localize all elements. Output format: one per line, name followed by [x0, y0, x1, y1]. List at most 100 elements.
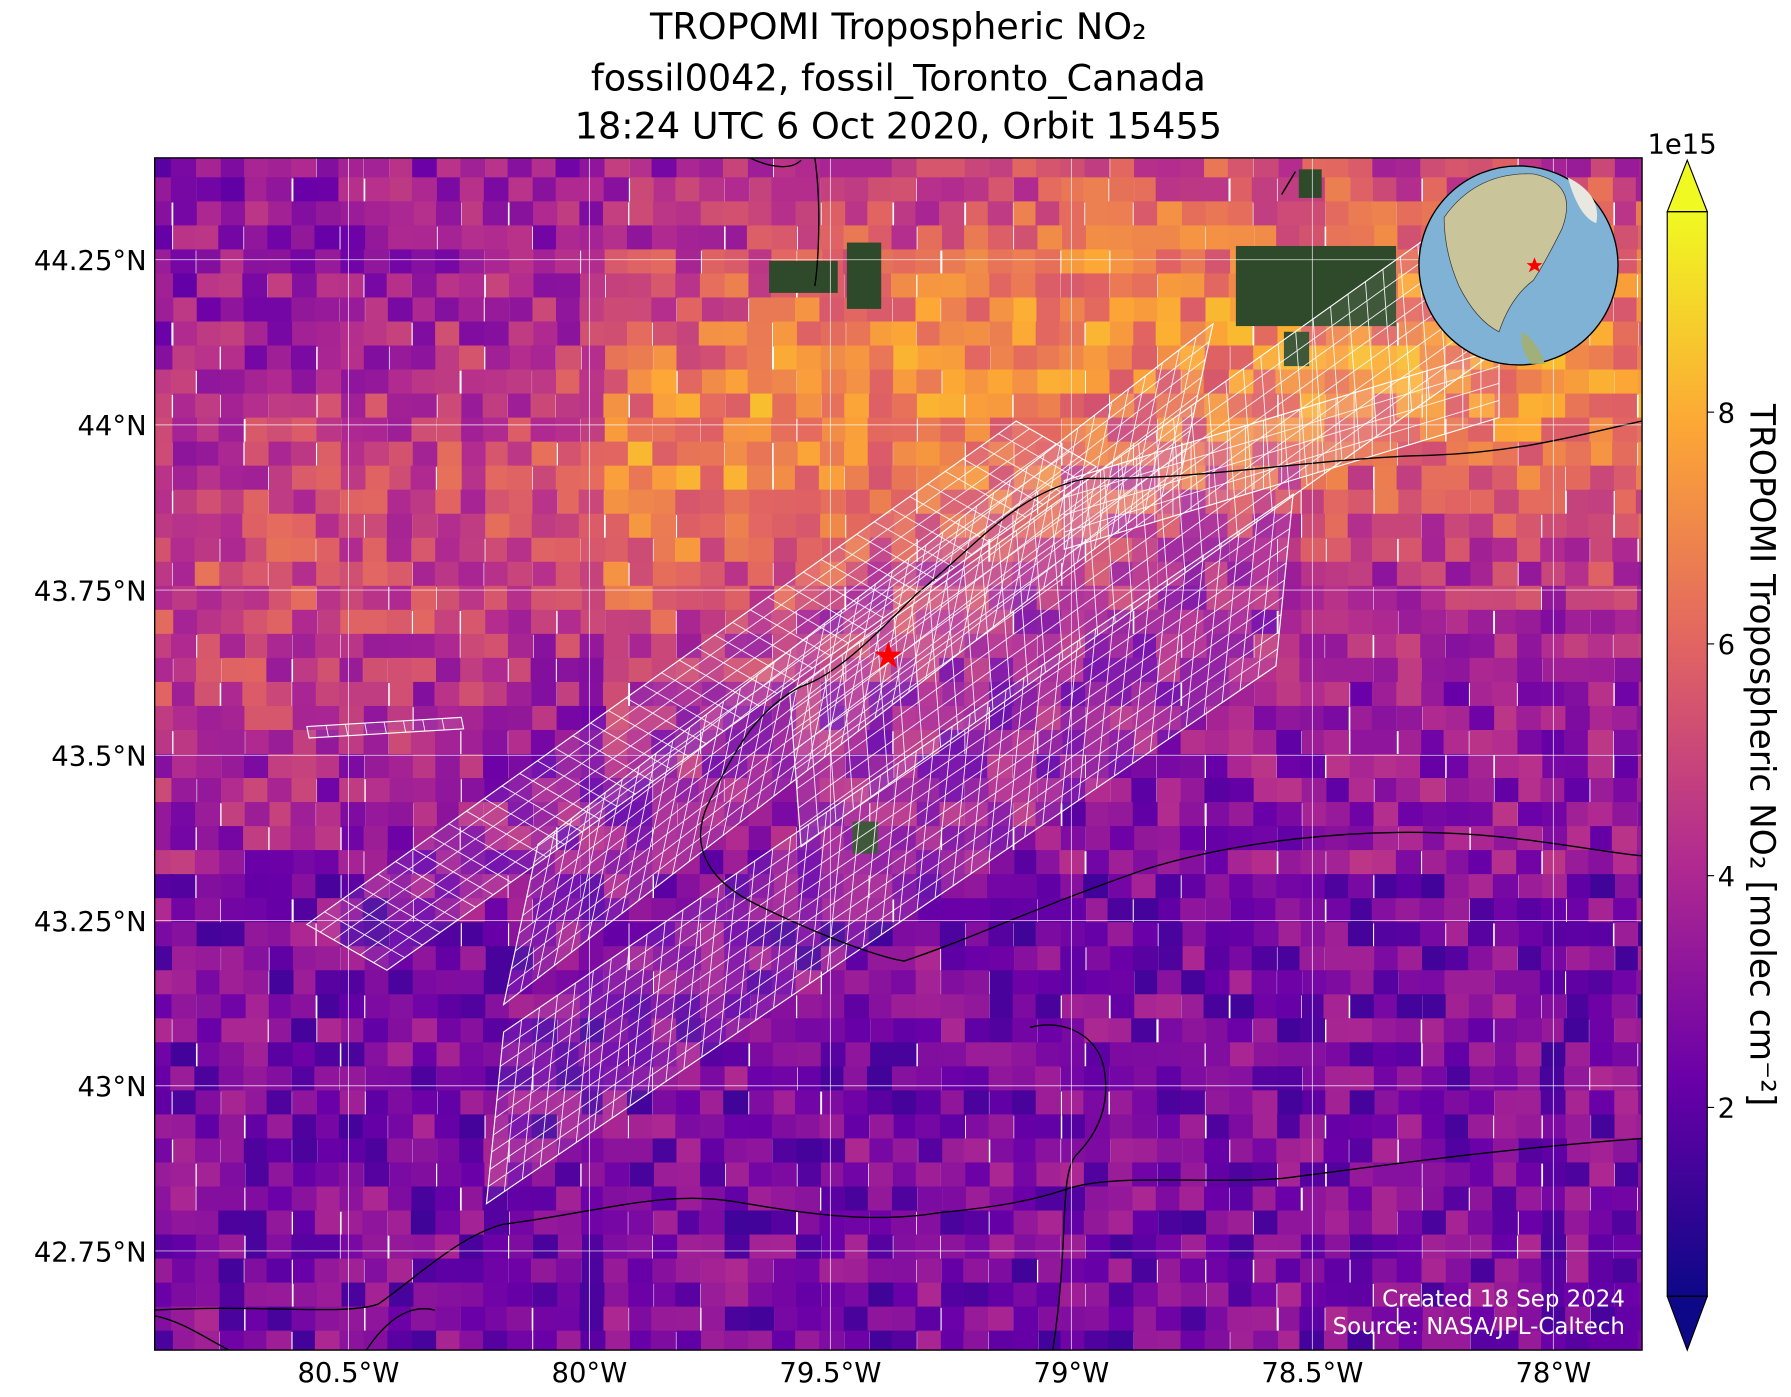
pixel: [1494, 1018, 1520, 1044]
pixel: [1541, 369, 1567, 395]
pixel: [195, 157, 222, 179]
pixel: [580, 1018, 606, 1044]
pixel: [796, 1042, 822, 1068]
pixel: [1035, 1114, 1061, 1140]
pixel: [1493, 1162, 1519, 1188]
pixel: [1566, 874, 1593, 900]
pixel: [1421, 513, 1447, 539]
pixel: [221, 802, 247, 828]
pixel: [819, 157, 845, 179]
pixel: [869, 1138, 895, 1164]
pixel: [386, 513, 413, 539]
pixel: [724, 802, 750, 828]
pixel: [1205, 201, 1231, 227]
pixel: [1612, 802, 1638, 828]
pixel: [219, 1186, 245, 1212]
pixel: [915, 946, 941, 972]
pixel: [154, 970, 173, 996]
pixel: [1565, 1162, 1591, 1188]
pixel: [989, 1210, 1015, 1236]
pixel: [1084, 249, 1110, 275]
pixel: [867, 1090, 893, 1116]
pixel: [557, 1210, 583, 1236]
pixel: [1229, 874, 1255, 900]
pixel: [1539, 970, 1565, 996]
pixel: [915, 1114, 941, 1140]
pixel: [650, 249, 676, 275]
pixel: [1205, 753, 1232, 780]
pixel: [1204, 1138, 1230, 1164]
pixel: [989, 297, 1015, 323]
pixel: [410, 1306, 437, 1332]
pixel: [1467, 609, 1494, 635]
pixel: [1035, 273, 1061, 299]
pixel: [770, 1210, 797, 1236]
pixel: [651, 157, 677, 179]
pixel: [533, 1210, 559, 1236]
pixel: [1157, 537, 1183, 563]
pixel: [555, 345, 582, 371]
pixel: [1110, 157, 1136, 179]
pixel: [154, 1306, 173, 1332]
pixel: [437, 441, 463, 467]
pixel: [266, 1066, 292, 1092]
pixel: [1539, 1066, 1565, 1092]
pixel: [1326, 537, 1352, 563]
pixel: [1541, 994, 1567, 1020]
pixel: [1182, 1210, 1208, 1236]
pixel: [1492, 802, 1518, 828]
pixel: [1492, 441, 1518, 467]
pixel: [245, 1234, 271, 1260]
pixel: [1563, 681, 1589, 708]
pixel: [1324, 874, 1350, 900]
pixel: [1324, 826, 1350, 852]
pixel: [627, 297, 653, 323]
pixel: [508, 321, 534, 347]
pixel: [291, 417, 317, 443]
pixel: [1157, 729, 1183, 756]
pixel: [387, 850, 413, 876]
pixel: [556, 970, 582, 996]
pixel: [411, 369, 438, 395]
pixel: [1419, 778, 1446, 804]
pixel: [1565, 1330, 1591, 1351]
pixel: [154, 537, 172, 563]
pixel: [507, 1282, 533, 1308]
pixel: [603, 1234, 629, 1260]
pixel: [459, 681, 485, 708]
pixel: [917, 1330, 943, 1351]
pixel: [508, 657, 534, 684]
pixel: [1253, 898, 1279, 924]
pixel: [509, 297, 535, 323]
pixel: [1085, 802, 1111, 828]
pixel: [154, 850, 173, 876]
pixel: [221, 874, 247, 900]
pixel: [245, 1162, 271, 1188]
pixel: [1347, 1018, 1373, 1044]
pixel: [1468, 1018, 1494, 1044]
pixel: [1204, 1186, 1230, 1212]
pixel: [1229, 1090, 1255, 1116]
pixel: [1060, 393, 1086, 419]
pixel: [412, 561, 439, 587]
pixel: [1445, 1234, 1471, 1260]
pixel: [1635, 1114, 1643, 1140]
y-tick-label: 44°N: [77, 411, 146, 442]
pixel: [412, 1090, 438, 1116]
pixel: [387, 393, 413, 419]
pixel: [1083, 994, 1109, 1020]
pixel: [771, 1018, 797, 1044]
pixel: [194, 898, 221, 924]
pixel: [1615, 1306, 1641, 1332]
pixel: [221, 1018, 247, 1044]
pixel: [1588, 345, 1614, 371]
pixel: [1395, 1018, 1421, 1044]
pixel: [1037, 1210, 1063, 1236]
pixel: [602, 201, 629, 227]
pixel: [1276, 802, 1302, 828]
pixel: [1636, 657, 1643, 684]
pixel: [843, 1162, 869, 1188]
pixel: [675, 273, 701, 299]
pixel: [154, 753, 173, 780]
pixel: [988, 1042, 1014, 1068]
